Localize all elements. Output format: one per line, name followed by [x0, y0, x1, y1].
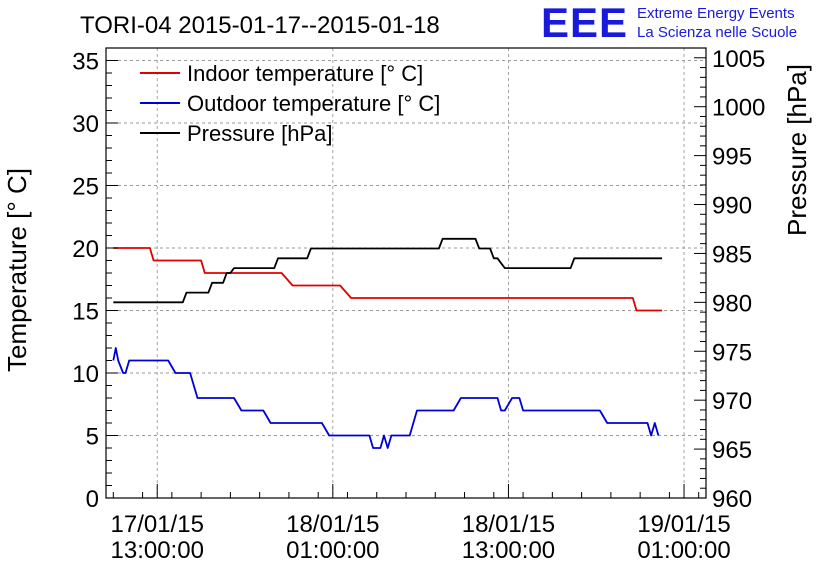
- logo-line-2: La Scienza nelle Scuole: [637, 24, 798, 41]
- legend-label: Pressure [hPa]: [187, 121, 333, 146]
- legend: Indoor temperature [° C] Outdoor temperat…: [140, 61, 440, 146]
- y2-tick-label: 985: [712, 241, 752, 268]
- y-tick-label: 20: [72, 236, 99, 263]
- y2-tick-label: 965: [712, 437, 752, 464]
- axes: 0 5 10 15 20 25 30 35 960 965 970 975 980 985 990 995 10…: [72, 46, 765, 564]
- y2-tick-label: 975: [712, 339, 752, 366]
- logo-line-1: Extreme Energy Events: [637, 5, 795, 22]
- y-axis-label: Temperature [° C]: [2, 168, 32, 372]
- y2-tick-label: 960: [712, 486, 752, 513]
- y2-axis-label: Pressure [hPa]: [782, 64, 812, 236]
- x-tick-label: 18/01/15: [286, 511, 379, 538]
- y2-tick-label: 970: [712, 388, 752, 415]
- y-tick-label: 0: [86, 486, 99, 513]
- y2-tick-label: 1005: [712, 46, 765, 73]
- series-line: [113, 237, 663, 304]
- eee-logo: EEE: [541, 0, 629, 46]
- x-tick-label: 13:00:00: [462, 537, 555, 564]
- y2-tick-label: 990: [712, 193, 752, 220]
- y-tick-label: 25: [72, 174, 99, 201]
- y-tick-label: 30: [72, 111, 99, 138]
- y2-tick-label: 995: [712, 144, 752, 171]
- chart-title: TORI-04 2015-01-17--2015-01-18: [80, 12, 440, 39]
- series-line: [112, 347, 660, 449]
- series-layer: [112, 237, 663, 449]
- y2-tick-label: 1000: [712, 95, 765, 122]
- legend-label: Indoor temperature [° C]: [187, 61, 423, 86]
- y-tick-label: 5: [86, 424, 99, 451]
- legend-label: Outdoor temperature [° C]: [187, 91, 440, 116]
- x-tick-label: 17/01/15: [111, 511, 204, 538]
- series-line: [113, 247, 663, 312]
- y2-tick-label: 980: [712, 290, 752, 317]
- y-tick-label: 10: [72, 361, 99, 388]
- x-tick-label: 01:00:00: [286, 537, 379, 564]
- x-tick-label: 19/01/15: [637, 511, 730, 538]
- x-tick-label: 01:00:00: [637, 537, 730, 564]
- y-tick-label: 35: [72, 49, 99, 76]
- y-tick-label: 15: [72, 299, 99, 326]
- x-tick-label: 18/01/15: [462, 511, 555, 538]
- x-tick-label: 13:00:00: [111, 537, 204, 564]
